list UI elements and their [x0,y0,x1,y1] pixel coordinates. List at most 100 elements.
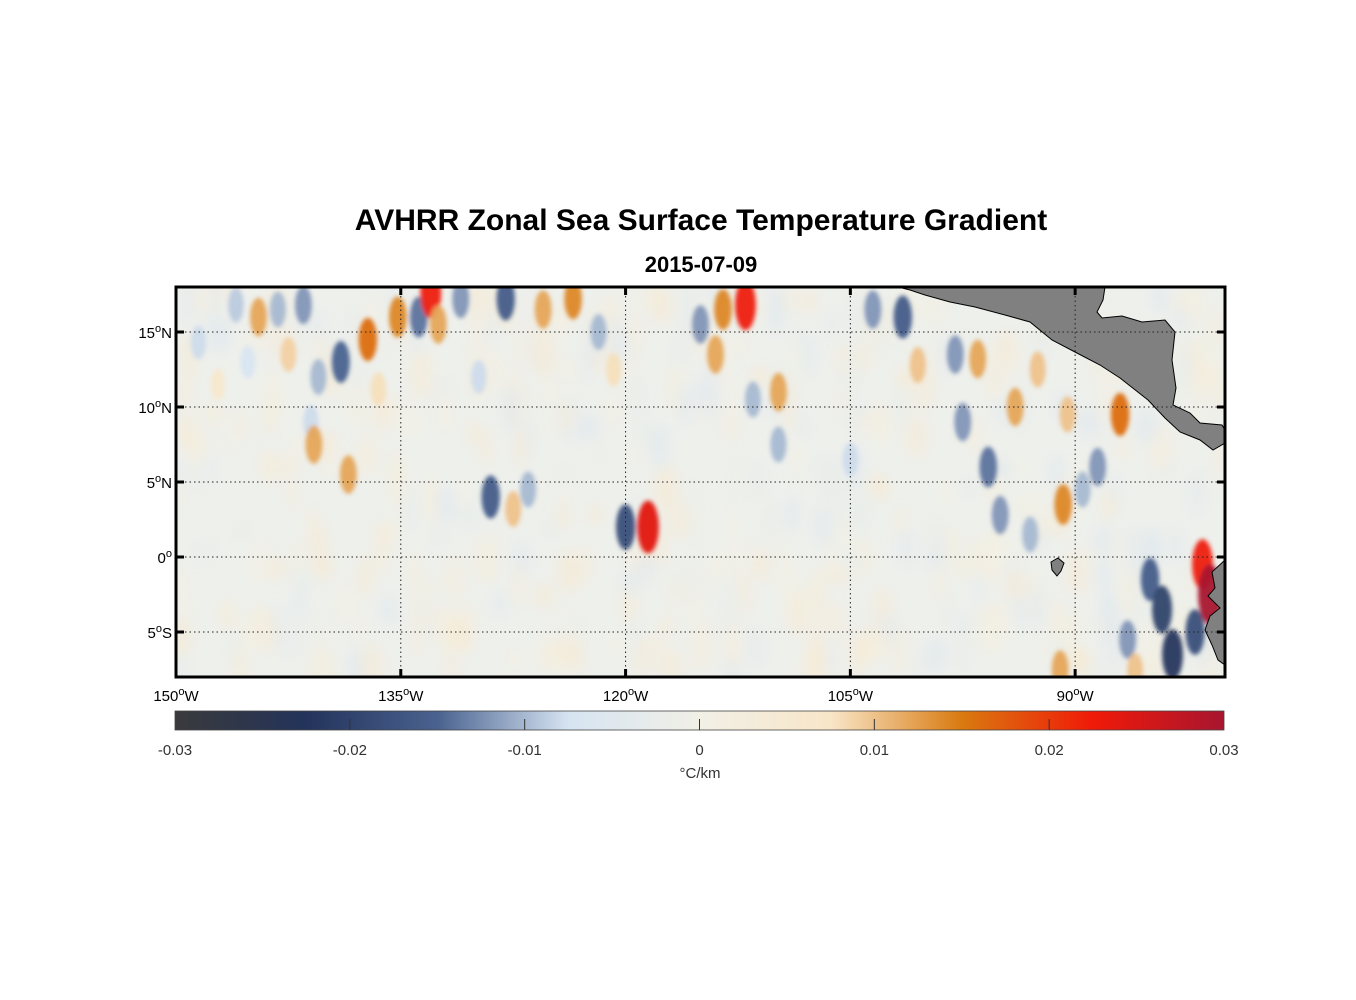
gradient-feature [339,455,357,494]
texture-mark [766,287,787,334]
texture-mark [277,625,301,658]
texture-mark [261,370,286,420]
gradient-feature [1110,392,1130,437]
gradient-feature [909,347,926,383]
texture-mark [216,418,240,467]
texture-mark [1104,531,1121,572]
gradient-feature [1059,396,1076,433]
texture-mark [788,591,807,638]
texture-mark [719,406,741,443]
texture-mark [1115,435,1132,461]
gradient-feature [590,314,607,350]
gradient-feature [471,360,487,394]
texture-mark [1077,406,1100,439]
texture-mark [534,627,546,667]
texture-mark [1150,287,1168,313]
texture-mark [191,538,216,566]
texture-mark [721,563,734,613]
texture-mark [587,503,605,525]
texture-mark [479,427,492,467]
gradient-feature [979,446,998,488]
texture-mark [832,599,844,647]
texture-mark [278,454,297,479]
texture-mark [414,600,438,643]
texture-mark [1186,470,1206,518]
texture-mark [952,632,972,672]
texture-mark [861,325,880,364]
texture-mark [938,472,955,509]
texture-mark [1008,453,1028,480]
lat-label: 5oS [148,623,172,642]
texture-mark [812,603,834,633]
longitude-labels: 150oW 135oW 120oW 105oW 90oW [153,686,1094,705]
texture-mark [538,378,560,406]
texture-mark [630,287,645,318]
map-area [176,287,1225,677]
lon-label: 150oW [153,686,199,705]
texture-mark [572,641,585,677]
texture-mark [1188,339,1200,368]
texture-mark [292,583,307,624]
gradient-feature [210,368,226,401]
texture-mark [965,615,986,650]
texture-mark [440,649,462,677]
texture-mark [333,581,359,627]
texture-mark [346,384,371,429]
gradient-feature [692,305,709,344]
texture-mark [176,617,192,657]
axis-ticks [176,287,1225,677]
gradient-feature [452,287,470,319]
texture-mark [386,459,407,511]
lat-label: 15oN [138,323,172,342]
colorbar-tick-label: -0.01 [508,742,542,759]
gradient-feature [893,295,913,339]
texture-mark [624,443,642,469]
gradient-feature [991,495,1009,535]
texture-mark [625,612,642,662]
gradient-feature [305,425,323,464]
texture-mark [435,388,455,438]
texture-mark [465,287,490,316]
texture-mark [1087,661,1109,677]
texture-mark [513,424,528,468]
texture-mark [824,536,837,580]
texture-mark [450,620,470,653]
texture-mark [982,524,1008,569]
texture-mark [696,367,721,419]
texture-mark [840,348,861,397]
gradient-feature [331,341,350,383]
texture-mark [578,414,601,442]
texture-mark [473,533,499,585]
texture-mark [659,613,674,636]
texture-mark [352,632,375,655]
texture-mark [724,452,745,497]
gradient-feature [496,287,515,321]
gradient-feature [1029,351,1046,388]
texture-mark [890,625,910,674]
gradient-feature [1152,585,1173,634]
lat-label: 10oN [138,398,172,417]
texture-mark [393,406,420,438]
gradient-feature [714,289,732,330]
texture-mark [259,448,279,484]
texture-mark [203,401,223,426]
texture-mark [182,469,207,493]
texture-mark [846,546,860,580]
gradient-feature [505,491,522,527]
texture-mark [1075,648,1088,673]
texture-mark [557,549,583,593]
texture-mark [790,436,802,486]
lon-label: 135oW [378,686,424,705]
texture-mark [256,556,279,579]
texture-mark [502,383,521,434]
texture-mark [845,490,872,536]
texture-mark [746,460,770,506]
texture-mark [845,292,867,336]
texture-mark [580,544,594,583]
gradient-feature [1006,387,1024,427]
lon-label: 105oW [828,686,874,705]
texture-mark [312,558,334,581]
gradient-feature [1089,447,1107,487]
lat-label: 0o [158,548,172,567]
gradient-feature [280,337,297,372]
